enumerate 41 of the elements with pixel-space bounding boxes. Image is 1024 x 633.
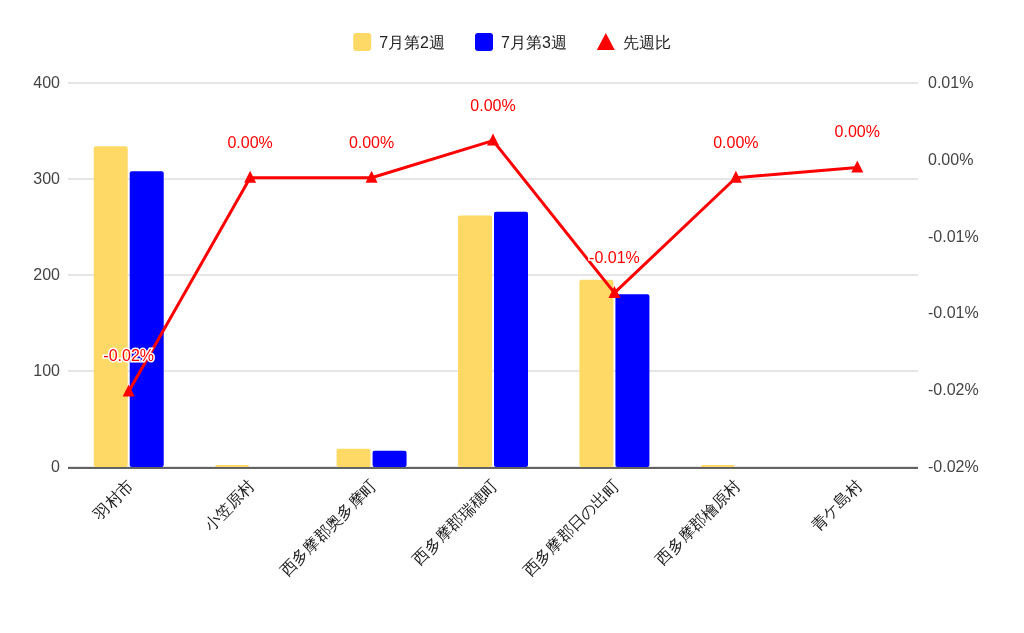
point	[244, 170, 257, 183]
data-label: 0.00%	[713, 133, 759, 151]
bar	[336, 448, 371, 467]
bar	[494, 211, 528, 467]
legend-label: 先週比	[622, 34, 671, 51]
y2-tick-label: -0.01%	[928, 304, 979, 322]
y2-tick-label: -0.02%	[928, 381, 979, 399]
x-tick-label: 西多摩郡日の出町	[519, 476, 623, 580]
bar	[579, 279, 614, 467]
point	[851, 160, 864, 173]
y2-tick-label: -0.01%	[928, 227, 979, 245]
x-tick-label: 青ケ島村	[807, 476, 866, 535]
data-label: 0.00%	[470, 96, 516, 114]
legend-label: 7月第2週	[379, 34, 445, 51]
point	[608, 285, 621, 298]
point	[122, 384, 135, 397]
bar	[615, 294, 650, 467]
point	[487, 133, 499, 146]
x-tick-label: 小笠原村	[200, 476, 258, 535]
y-tick-label: 200	[33, 266, 61, 283]
data-label: -0.02%	[103, 347, 155, 365]
y2-tick-label: -0.02%	[928, 458, 979, 475]
point	[729, 170, 742, 183]
data-label: 0.00%	[227, 133, 273, 151]
y-tick-label: 400	[33, 74, 61, 91]
y2-tick-label: 0.00%	[928, 150, 974, 168]
point	[365, 170, 378, 183]
y2-tick-label: 0.01%	[928, 74, 974, 91]
bar	[458, 215, 492, 467]
bar	[372, 450, 407, 467]
x-tick-label: 羽村市	[89, 476, 137, 524]
y-tick-label: 0	[51, 458, 61, 475]
y-tick-label: 300	[33, 170, 61, 187]
x-tick-label: 西多摩郡奥多摩町	[276, 476, 380, 580]
x-tick-label: 西多摩郡瑞穂町	[409, 476, 501, 568]
y-tick-label: 100	[33, 362, 61, 379]
data-label: -0.01%	[589, 248, 640, 266]
legend-label: 7月第3週	[501, 34, 567, 51]
data-label: 0.00%	[834, 123, 880, 141]
data-label: 0.00%	[348, 133, 395, 151]
x-tick-label: 西多摩郡檜原村	[652, 476, 744, 568]
